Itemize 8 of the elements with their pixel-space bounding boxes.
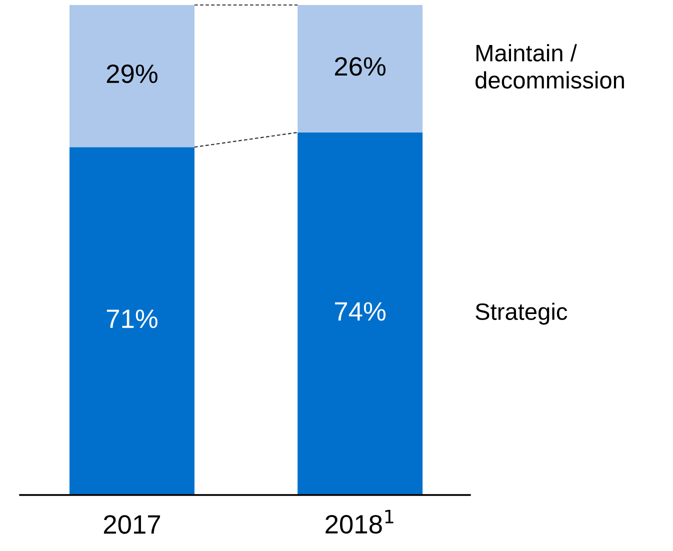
data-label: 26%	[334, 57, 386, 76]
data-label: 74%	[335, 302, 386, 321]
x-tick-label: 2017	[104, 515, 160, 534]
data-label: 29%	[106, 64, 158, 84]
data-label: 71%	[106, 310, 158, 328]
text: Maintain / decommission	[476, 44, 624, 89]
text: Strategic	[476, 302, 568, 325]
x-tick-label: 2018$^{1}$	[326, 510, 394, 534]
